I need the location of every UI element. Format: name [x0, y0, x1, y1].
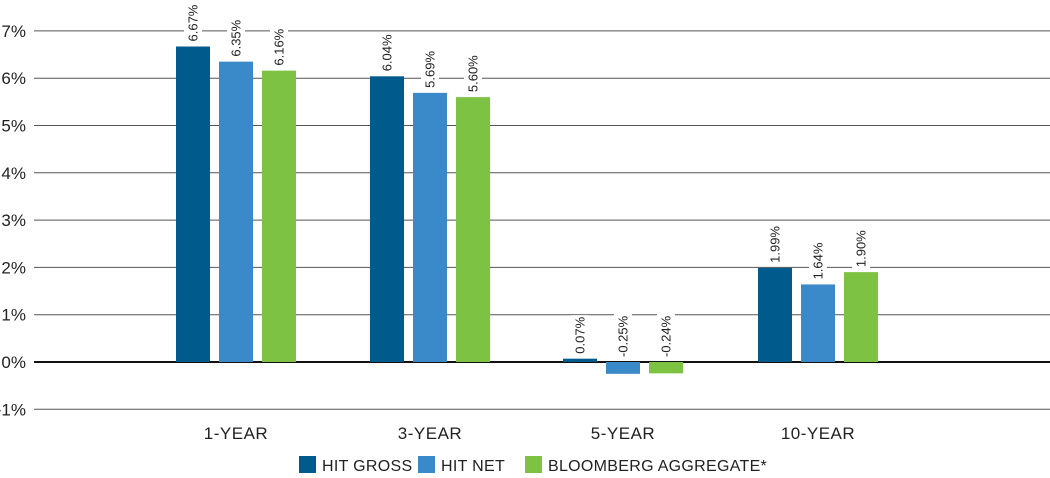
- x-category-label: 3-YEAR: [398, 424, 462, 443]
- data-label: 1.90%: [854, 230, 869, 267]
- x-category-label: 10-YEAR: [781, 424, 855, 443]
- data-label-bg: [766, 224, 784, 265]
- legend-swatch: [299, 456, 316, 473]
- data-label: 1.64%: [811, 242, 826, 279]
- legend-label: HIT NET: [441, 458, 505, 475]
- legend-label: HIT GROSS: [322, 458, 412, 475]
- data-label: -0.24%: [659, 315, 674, 357]
- y-tick-label: 3%: [1, 211, 26, 230]
- x-axis-categories: 1-YEAR 3-YEAR 5-YEAR 10-YEAR: [204, 424, 855, 443]
- bar: [413, 92, 447, 362]
- bar: [649, 362, 683, 374]
- y-tick-label: 2%: [1, 258, 26, 277]
- bar: [606, 362, 640, 374]
- bar: [801, 284, 835, 362]
- data-label-bg: [378, 32, 396, 74]
- legend-label: BLOOMBERG AGGREGATE*: [548, 458, 767, 475]
- x-category-label: 5-YEAR: [591, 424, 655, 443]
- y-tick-label: 5%: [1, 117, 26, 136]
- data-label: 0.07%: [573, 316, 588, 353]
- data-label: 5.60%: [466, 55, 481, 92]
- data-label: 6.35%: [229, 19, 244, 56]
- legend: HIT GROSS HIT NET BLOOMBERG AGGREGATE*: [299, 456, 767, 475]
- data-labels: 6.67% 6.35% 6.16% 6.04% 5.69% 5.60% 0.07% -0.25…: [184, 3, 870, 359]
- data-label: 6.04%: [380, 34, 395, 71]
- bar: [456, 97, 490, 363]
- data-label-bg: [809, 240, 827, 282]
- bar: [370, 76, 404, 363]
- data-label: 6.16%: [272, 28, 287, 65]
- bar: [844, 272, 878, 362]
- legend-swatch: [418, 456, 435, 473]
- data-label: -0.25%: [616, 315, 631, 357]
- data-label-bg: [614, 311, 632, 359]
- data-label-bg: [421, 49, 439, 90]
- legend-swatch: [525, 456, 542, 473]
- y-axis-ticks: 7% 6% 5% 4% 3% 2% 1% 0% -1%: [0, 22, 26, 419]
- data-label-bg: [657, 311, 675, 359]
- data-label-bg: [270, 27, 288, 68]
- y-tick-label: -1%: [0, 400, 26, 419]
- bar: [219, 61, 253, 363]
- y-tick-label: 7%: [1, 22, 26, 41]
- x-category-label: 1-YEAR: [204, 424, 268, 443]
- data-label: 5.69%: [423, 51, 438, 88]
- bar: [563, 358, 597, 362]
- y-tick-label: 6%: [1, 69, 26, 88]
- y-tick-label: 1%: [1, 306, 26, 325]
- data-label: 1.99%: [768, 226, 783, 263]
- bar: [758, 267, 792, 362]
- bars: [176, 46, 878, 374]
- data-label-bg: [852, 228, 870, 270]
- data-label-bg: [184, 3, 202, 44]
- bar: [176, 46, 210, 362]
- data-label-bg: [571, 315, 589, 356]
- y-tick-label: 0%: [1, 353, 26, 372]
- bar: [262, 70, 296, 362]
- data-label-bg: [227, 18, 245, 59]
- data-label-bg: [464, 53, 482, 95]
- y-tick-label: 4%: [1, 164, 26, 183]
- data-label: 6.67%: [186, 4, 201, 41]
